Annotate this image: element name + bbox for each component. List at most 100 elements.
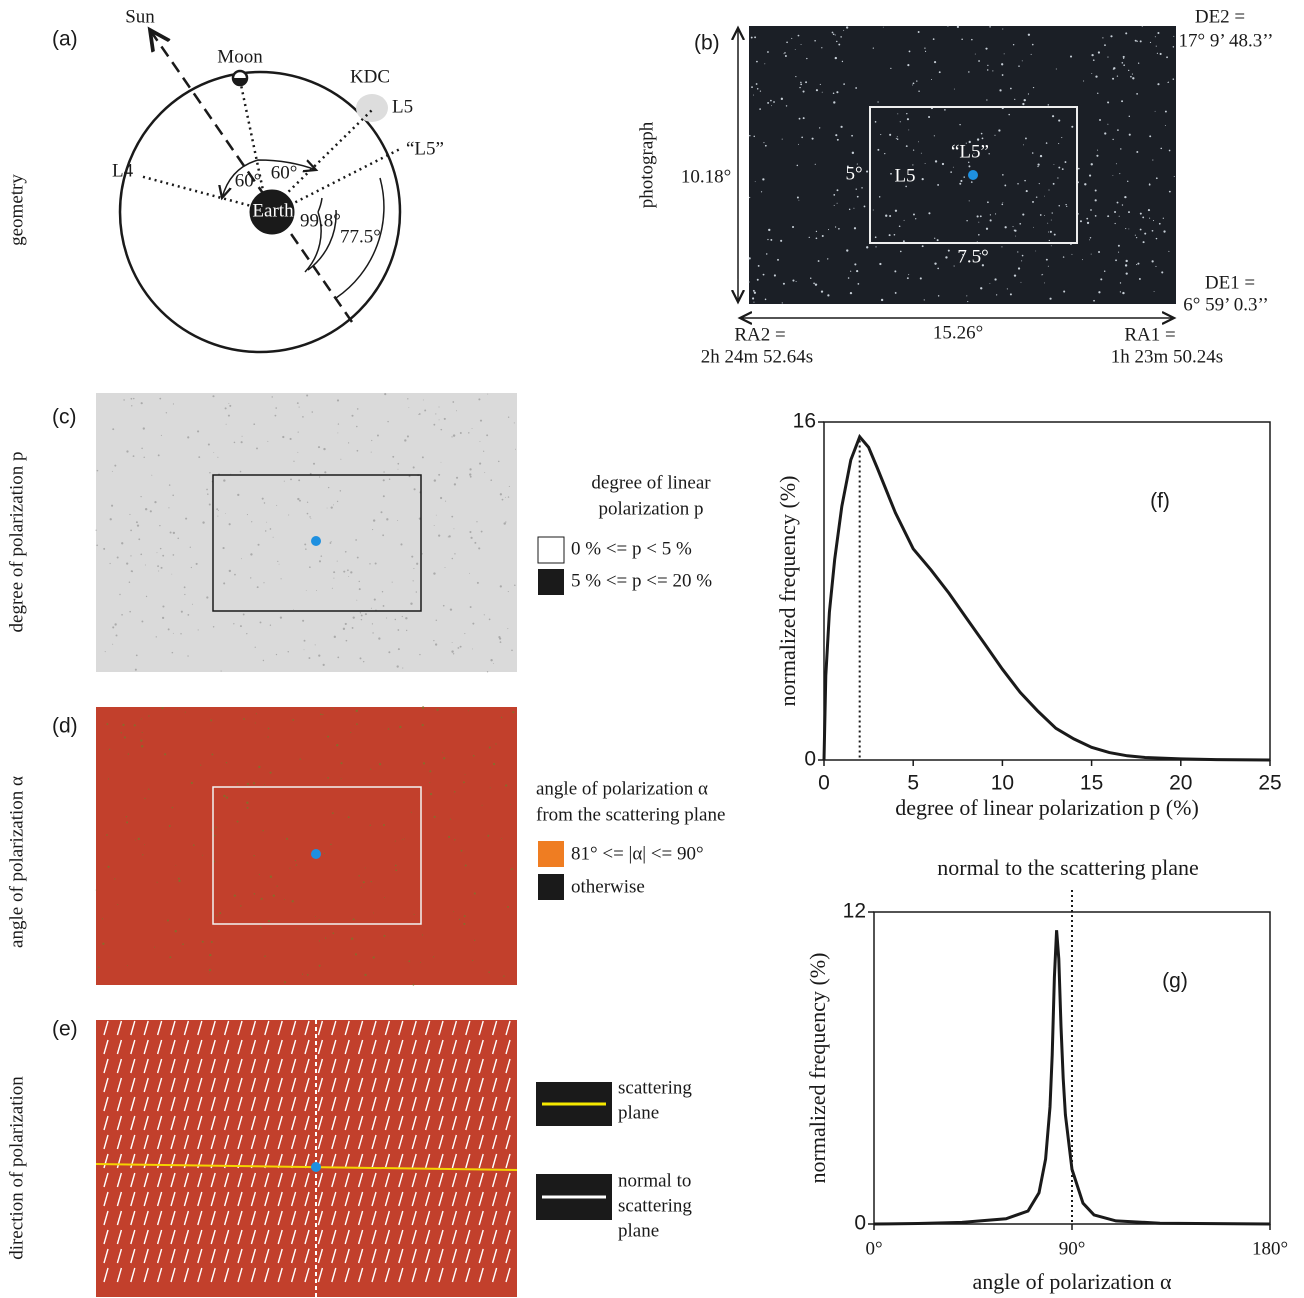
direction-mark xyxy=(250,1191,257,1207)
speck xyxy=(507,590,509,593)
speck xyxy=(1139,40,1142,43)
panel-label: (e) xyxy=(52,1018,78,1041)
speck xyxy=(1172,46,1175,48)
speck xyxy=(356,449,359,452)
speck xyxy=(103,547,106,550)
direction-mark xyxy=(304,1229,310,1245)
speck xyxy=(985,227,989,230)
speck xyxy=(299,499,301,502)
speck xyxy=(279,616,283,619)
speck xyxy=(1132,77,1135,80)
speck xyxy=(381,591,384,593)
speck xyxy=(452,401,455,403)
speck xyxy=(309,516,311,518)
speck xyxy=(172,632,174,634)
direction-mark xyxy=(197,1210,203,1226)
direction-mark xyxy=(398,1115,404,1131)
speck xyxy=(457,647,460,649)
direction-mark xyxy=(103,1096,109,1112)
direction-mark xyxy=(183,1134,190,1150)
speck xyxy=(400,543,403,546)
direction-mark xyxy=(371,1134,377,1150)
direction-mark xyxy=(210,1077,216,1093)
speck xyxy=(217,456,219,458)
direction-mark xyxy=(451,1058,458,1074)
direction-mark xyxy=(304,1077,310,1093)
speck xyxy=(269,875,273,878)
speck xyxy=(123,399,125,401)
speck xyxy=(753,291,757,294)
speck xyxy=(1057,177,1059,179)
speck xyxy=(415,591,418,593)
side-label: direction of polarization xyxy=(6,1076,27,1260)
speck xyxy=(129,610,131,613)
speck xyxy=(472,622,475,625)
speck xyxy=(486,434,489,437)
speck xyxy=(263,502,266,504)
speck xyxy=(874,236,877,239)
direction-mark xyxy=(331,1267,337,1283)
speck xyxy=(847,277,850,279)
speck xyxy=(351,414,354,417)
speck xyxy=(304,543,307,546)
speck xyxy=(1157,31,1160,35)
direction-mark xyxy=(424,1134,431,1150)
speck xyxy=(225,423,227,425)
speck xyxy=(424,409,427,412)
speck xyxy=(254,722,256,724)
speck xyxy=(224,407,227,410)
speck xyxy=(148,788,150,790)
speck xyxy=(96,469,99,472)
speck xyxy=(258,765,261,769)
speck xyxy=(1003,53,1005,55)
speck xyxy=(497,460,500,463)
speck xyxy=(216,915,218,917)
speck xyxy=(246,806,249,809)
direction-mark xyxy=(237,1191,243,1207)
speck xyxy=(236,820,239,823)
direction-mark xyxy=(398,1134,404,1150)
speck xyxy=(406,435,409,438)
direction-mark xyxy=(317,1039,324,1055)
speck xyxy=(1047,265,1049,267)
direction-mark xyxy=(357,1229,364,1245)
direction-mark xyxy=(438,1210,444,1226)
direction-mark xyxy=(357,1039,364,1055)
speck xyxy=(1044,215,1045,216)
speck xyxy=(934,237,936,239)
direction-mark xyxy=(478,1058,484,1074)
speck xyxy=(269,528,272,530)
speck xyxy=(833,194,836,196)
direction-mark xyxy=(116,1134,123,1150)
speck xyxy=(242,613,245,616)
speck xyxy=(287,651,289,653)
direction-mark xyxy=(438,1191,444,1207)
direction-mark xyxy=(143,1248,149,1264)
speck xyxy=(157,454,160,457)
direction-mark xyxy=(438,1058,444,1074)
speck xyxy=(421,706,425,709)
speck xyxy=(1025,137,1027,140)
direction-mark xyxy=(116,1267,123,1283)
direction-mark xyxy=(384,1267,391,1283)
speck xyxy=(374,562,377,565)
speck xyxy=(433,572,436,575)
speck xyxy=(933,61,937,64)
speck xyxy=(306,394,309,397)
speck xyxy=(1112,138,1114,141)
direction-mark xyxy=(438,1248,444,1264)
speck xyxy=(161,616,165,619)
direction-mark xyxy=(143,1210,149,1226)
chart-label: (f) xyxy=(1150,490,1170,513)
speck xyxy=(299,758,302,760)
speck xyxy=(1061,168,1064,170)
speck xyxy=(125,815,128,818)
label: DE1 = xyxy=(1205,272,1255,293)
direction-mark xyxy=(250,1248,257,1264)
speck xyxy=(899,250,902,253)
speck xyxy=(373,912,375,914)
direction-mark xyxy=(478,1191,484,1207)
direction-mark xyxy=(290,1153,297,1169)
speck xyxy=(397,468,399,470)
speck xyxy=(107,778,110,780)
